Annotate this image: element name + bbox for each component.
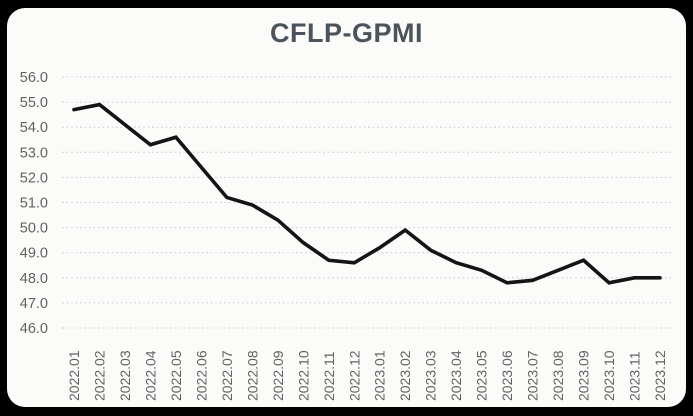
y-axis-tick-label: 48.0: [20, 271, 48, 287]
x-axis-tick-label: 2023.03: [423, 350, 439, 401]
chart-card: [7, 8, 686, 407]
y-axis-tick-label: 47.0: [20, 296, 48, 312]
y-axis-tick-label: 49.0: [20, 246, 48, 262]
x-axis-tick-label: 2022.11: [321, 351, 337, 401]
x-axis-tick-label: 2023.02: [397, 350, 413, 401]
x-axis-tick-label: 2022.01: [66, 350, 82, 401]
x-axis-tick-label: 2023.10: [601, 350, 617, 401]
y-axis-tick-label: 50.0: [20, 221, 48, 237]
series-group: [72, 102, 662, 285]
y-axis-tick-label: 52.0: [20, 170, 48, 186]
x-axis-labels-group: 2022.01 2022.02 2022.03 2022.04 2022.05 2022.…: [66, 350, 668, 401]
x-axis-tick-label: 2023.05: [474, 350, 490, 401]
x-axis-tick-label: 2022.06: [193, 350, 209, 401]
x-axis-tick-label: 2023.09: [576, 350, 592, 401]
y-axis-tick-label: 56.0: [20, 70, 48, 86]
x-axis-tick-label: 2022.03: [117, 350, 133, 401]
x-axis-tick-label: 2022.08: [244, 350, 260, 401]
y-axis-labels-group: 56.0 55.0 54.0 53.0 52.0 51.0 50.0 49.0 48.0 47.0…: [20, 70, 48, 337]
x-axis-tick-label: 2023.04: [448, 350, 464, 401]
x-axis-tick-label: 2022.04: [142, 350, 158, 401]
y-axis-tick-label: 55.0: [20, 95, 48, 111]
x-axis-tick-label: 2023.12: [652, 350, 668, 401]
x-axis-tick-label: 2022.09: [270, 350, 286, 401]
gridlines-group: [62, 76, 672, 329]
x-axis-tick-label: 2023.01: [372, 350, 388, 401]
data-series-line: [72, 102, 662, 285]
y-axis-tick-label: 46.0: [20, 321, 48, 337]
x-axis-tick-label: 2023.06: [499, 350, 515, 401]
x-axis-tick-label: 2023.07: [525, 350, 541, 401]
x-axis-tick-label: 2022.12: [346, 350, 362, 401]
y-axis-tick-label: 53.0: [20, 145, 48, 161]
x-axis-tick-label: 2022.10: [295, 350, 311, 401]
y-axis-tick-label: 51.0: [20, 196, 48, 212]
x-axis-tick-label: 2022.05: [168, 350, 184, 401]
chart-title: CFLP-GPMI: [270, 18, 423, 48]
x-axis-tick-label: 2023.11: [627, 351, 643, 401]
y-axis-tick-label: 54.0: [20, 120, 48, 136]
x-axis-tick-label: 2022.02: [91, 350, 107, 401]
x-axis-tick-label: 2023.08: [550, 350, 566, 401]
x-axis-tick-label: 2022.07: [219, 350, 235, 401]
